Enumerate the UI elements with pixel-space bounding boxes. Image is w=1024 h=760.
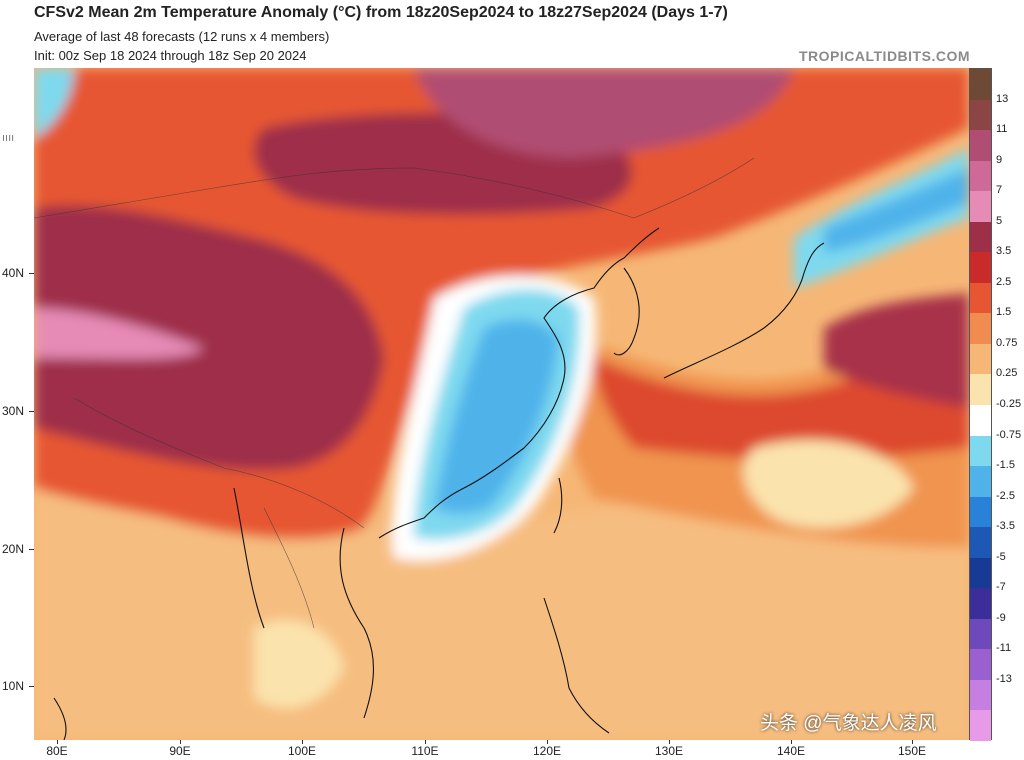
anomaly-field: [34, 68, 969, 740]
colorbar-label: 5: [996, 214, 1003, 227]
colorbar-label: 2.5: [996, 275, 1012, 288]
coastlines: [53, 227, 825, 740]
borders: [34, 157, 755, 629]
anomaly-hokkaido-core: [824, 168, 969, 253]
brand-logo-text: TROPICALTIDBITS.COM: [798, 48, 970, 64]
map-subtitle-forecasts: Average of last 48 forecasts (12 runs x …: [34, 29, 330, 44]
china-coast: [378, 227, 660, 539]
northern-border: [34, 157, 755, 219]
anomaly-ocean-warm-mid: [594, 338, 969, 460]
latitude-tick: [29, 549, 34, 550]
colorbar-cell: [970, 405, 991, 437]
philippines-coast: [543, 597, 610, 734]
colorbar-label: -5: [996, 550, 1006, 563]
longitude-tick: [180, 740, 181, 744]
srilanka-coast: [53, 697, 67, 740]
longitude-label: 100E: [287, 744, 317, 758]
anomaly-siberia-peak: [414, 68, 794, 158]
colorbar-cell: [970, 649, 991, 681]
colorbar-cell: [970, 160, 991, 192]
anomaly-northwest-cool: [34, 68, 74, 138]
colorbar-cell: [970, 618, 991, 650]
colorbar-cell: [970, 343, 991, 375]
colorbar-label: -13: [996, 672, 1012, 685]
colorbar-cell: [970, 466, 991, 498]
colorbar-cell: [970, 221, 991, 253]
longitude-tick: [302, 740, 303, 744]
anomaly-indochina-pale: [254, 620, 344, 708]
anomaly-map-svg: [34, 68, 969, 740]
colorbar-cell: [970, 252, 991, 284]
colorbar-cell: [970, 313, 991, 345]
colorbar-cell: [970, 282, 991, 314]
colorbar-label: -2.5: [996, 489, 1015, 502]
himalaya-border: [73, 397, 365, 529]
colorbar-cell: [970, 588, 991, 620]
latitude-label: 40N: [2, 266, 25, 280]
longitude-tick: [791, 740, 792, 744]
longitude-tick: [57, 740, 58, 744]
longitude-label: 120E: [532, 744, 562, 758]
indochina-coast: [339, 527, 374, 719]
longitude-label: 140E: [776, 744, 806, 758]
colorbar-label: -1.5: [996, 459, 1015, 472]
anomaly-tibet-peak: [34, 308, 204, 359]
anomaly-pacific-core: [824, 293, 969, 408]
anomaly-tibet-warm: [34, 205, 384, 470]
colorbar-label: 13: [996, 92, 1009, 105]
taiwan-coast: [553, 477, 563, 534]
colorbar-cell: [970, 99, 991, 131]
colorbar-cell: [970, 374, 991, 406]
latitude-tick: [29, 686, 34, 687]
latitude-label: 30N: [2, 404, 25, 418]
longitude-tick: [912, 740, 913, 744]
colorbar-cell: [970, 191, 991, 223]
map-subtitle-init: Init: 00z Sep 18 2024 through 18z Sep 20…: [34, 48, 307, 63]
colorbar-cell: [970, 679, 991, 711]
latitude-label: 10N: [2, 679, 25, 693]
longitude-label: 130E: [654, 744, 684, 758]
colorbar-label: -0.75: [996, 428, 1022, 441]
colorbar-label: 9: [996, 153, 1003, 166]
colorbar-label: 11: [996, 123, 1008, 136]
colorbar-cell: [970, 710, 991, 742]
colorbar-cell: [970, 527, 991, 559]
longitude-label: 80E: [46, 744, 68, 758]
colorbar-label: -9: [996, 611, 1006, 624]
colorbar-cell: [970, 496, 991, 528]
colorbar: [969, 68, 992, 742]
longitude-label: 90E: [169, 744, 191, 758]
colorbar-label: 0.75: [996, 336, 1018, 349]
colorbar-cell: [970, 69, 991, 101]
myanmar-coast: [233, 487, 265, 629]
side-marker: ıııı: [2, 132, 15, 144]
latitude-tick: [29, 411, 34, 412]
longitude-label: 110E: [411, 744, 439, 758]
colorbar-cell: [970, 130, 991, 162]
anomaly-map: [34, 68, 969, 740]
colorbar-label: -11: [996, 642, 1012, 655]
longitude-tick: [425, 740, 426, 744]
map-title: CFSv2 Mean 2m Temperature Anomaly (°C) f…: [34, 4, 728, 21]
colorbar-label: -3.5: [996, 520, 1015, 533]
korea-coast: [613, 267, 640, 356]
colorbar-label: 1.5: [996, 306, 1012, 319]
indochina-border: [263, 507, 315, 629]
colorbar-label: -7: [996, 581, 1006, 594]
colorbar-label: 3.5: [996, 245, 1012, 258]
latitude-tick: [29, 273, 34, 274]
colorbar-cell: [970, 557, 991, 589]
anomaly-east-china-core: [434, 319, 559, 514]
colorbar-cell: [970, 435, 991, 467]
latitude-label: 20N: [2, 542, 25, 556]
colorbar-label: -0.25: [996, 398, 1022, 410]
japan-coast: [663, 242, 825, 379]
colorbar-label: 7: [996, 184, 1003, 197]
colorbar-label: 0.25: [996, 367, 1018, 380]
longitude-tick: [669, 740, 670, 744]
anomaly-philippine-sea-pale: [743, 440, 914, 528]
watermark: 头条 @气象达人凌风: [760, 713, 937, 734]
longitude-tick: [547, 740, 548, 744]
longitude-label: 150E: [897, 744, 927, 758]
